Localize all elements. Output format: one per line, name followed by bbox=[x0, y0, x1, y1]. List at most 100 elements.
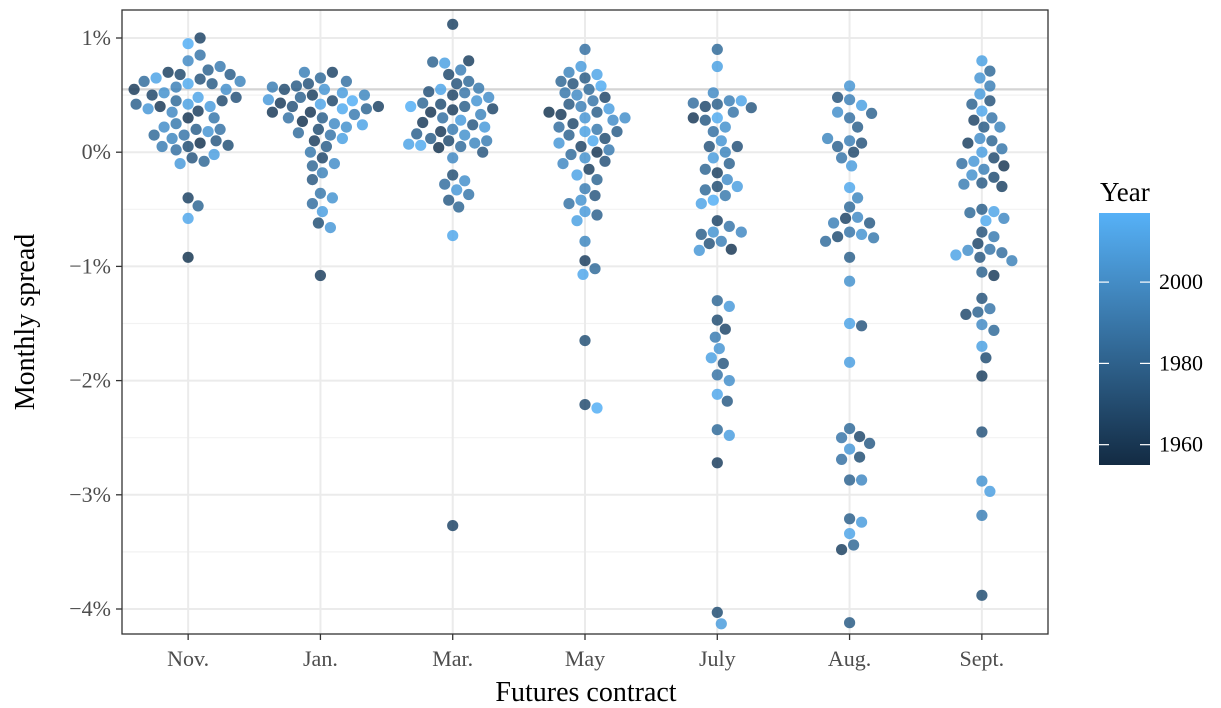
data-point bbox=[555, 75, 567, 87]
data-point bbox=[998, 160, 1010, 172]
data-point bbox=[611, 126, 623, 138]
data-point bbox=[988, 269, 1000, 282]
data-point bbox=[988, 206, 1000, 218]
data-point bbox=[687, 97, 699, 109]
data-point bbox=[579, 152, 591, 164]
x-axis: Nov. Jan. Mar. May July Aug. Sept. bbox=[167, 634, 1004, 671]
data-point bbox=[966, 169, 978, 181]
data-point bbox=[579, 43, 591, 56]
data-point bbox=[591, 123, 603, 135]
data-point bbox=[988, 152, 1000, 164]
data-point bbox=[567, 78, 579, 90]
data-point bbox=[976, 589, 988, 601]
data-point bbox=[433, 142, 445, 154]
data-point bbox=[856, 228, 868, 240]
data-point bbox=[348, 108, 360, 121]
data-point bbox=[836, 432, 848, 444]
data-point bbox=[844, 201, 856, 213]
data-point bbox=[266, 81, 278, 93]
data-point bbox=[312, 217, 324, 229]
data-point bbox=[326, 95, 338, 107]
data-point bbox=[447, 89, 459, 101]
data-point bbox=[451, 184, 463, 196]
data-point bbox=[717, 357, 729, 370]
data-point bbox=[214, 123, 226, 135]
data-point bbox=[968, 155, 980, 167]
data-point bbox=[711, 295, 723, 307]
data-point bbox=[844, 513, 856, 525]
data-point bbox=[579, 255, 591, 267]
y-axis-title: Monthly spread bbox=[10, 234, 41, 411]
data-point bbox=[372, 100, 384, 113]
data-point bbox=[202, 126, 214, 138]
data-point bbox=[162, 66, 174, 78]
data-point bbox=[170, 118, 182, 130]
data-point bbox=[1006, 255, 1018, 267]
data-point bbox=[984, 80, 996, 92]
data-point bbox=[575, 60, 587, 73]
data-point bbox=[832, 140, 844, 153]
data-point bbox=[984, 95, 996, 107]
data-point bbox=[844, 356, 856, 368]
data-point bbox=[328, 158, 340, 170]
data-point bbox=[316, 112, 328, 124]
data-point bbox=[481, 135, 493, 147]
data-point bbox=[190, 123, 202, 135]
data-point bbox=[721, 395, 733, 407]
data-point bbox=[543, 106, 555, 118]
data-point bbox=[178, 129, 190, 141]
data-point bbox=[852, 121, 864, 133]
data-point bbox=[192, 105, 204, 117]
x-tick-label: Jan. bbox=[303, 646, 338, 671]
data-point bbox=[471, 95, 483, 107]
data-point bbox=[202, 64, 214, 76]
data-point bbox=[589, 263, 601, 275]
data-point bbox=[314, 98, 326, 110]
data-point bbox=[571, 89, 583, 101]
data-point bbox=[856, 320, 868, 332]
data-point bbox=[314, 72, 326, 84]
data-point bbox=[128, 83, 140, 95]
data-point bbox=[417, 116, 429, 129]
data-point bbox=[583, 83, 595, 95]
data-point bbox=[856, 516, 868, 528]
data-point bbox=[844, 443, 856, 455]
data-point bbox=[864, 217, 876, 229]
data-point bbox=[487, 103, 499, 115]
data-point bbox=[844, 474, 856, 486]
data-point bbox=[579, 206, 591, 218]
data-point bbox=[206, 78, 218, 90]
data-point bbox=[721, 174, 733, 186]
data-point bbox=[832, 106, 844, 118]
data-point bbox=[435, 126, 447, 138]
data-point bbox=[192, 200, 204, 212]
data-point bbox=[719, 121, 731, 133]
data-point bbox=[591, 174, 603, 186]
data-point bbox=[836, 544, 848, 556]
data-point bbox=[479, 121, 491, 133]
data-point bbox=[966, 98, 978, 110]
data-point bbox=[138, 75, 150, 87]
data-point bbox=[956, 158, 968, 170]
data-point bbox=[148, 129, 160, 141]
data-point bbox=[346, 95, 358, 107]
data-point bbox=[192, 91, 204, 103]
data-point bbox=[962, 137, 974, 149]
data-point bbox=[306, 89, 318, 101]
data-point bbox=[204, 100, 216, 113]
data-point bbox=[711, 180, 723, 193]
data-point bbox=[695, 198, 707, 210]
data-points bbox=[128, 18, 1018, 630]
data-point bbox=[463, 75, 475, 87]
legend-title: Year bbox=[1100, 177, 1150, 207]
data-point bbox=[403, 138, 415, 150]
data-point bbox=[844, 528, 856, 540]
data-point bbox=[447, 169, 459, 181]
data-point bbox=[304, 106, 316, 118]
data-point bbox=[711, 43, 723, 56]
data-point bbox=[591, 146, 603, 158]
data-point bbox=[306, 160, 318, 172]
data-point bbox=[170, 95, 182, 107]
data-point bbox=[298, 66, 310, 78]
